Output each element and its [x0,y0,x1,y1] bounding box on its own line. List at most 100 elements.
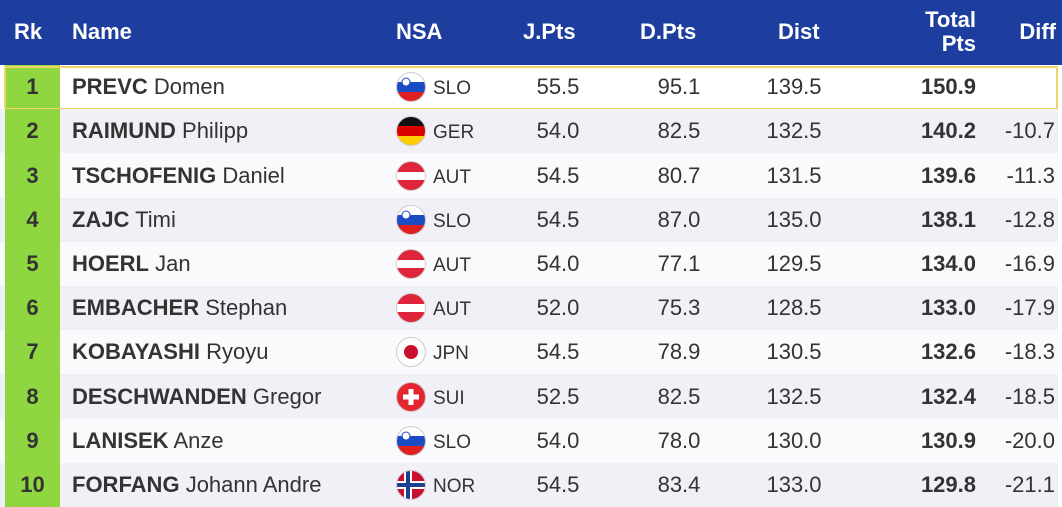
first-name: Domen [153,74,225,100]
jump-points: 54.0 [536,118,580,144]
rank: 2 [26,118,39,144]
flag [396,425,426,456]
athlete-name: EMBACHER Stephan [72,297,287,319]
highlight-border [4,66,1058,111]
distance-points: 78.9 [657,339,701,365]
total-points: 150.9 [920,74,976,100]
header-cell: D.Pts [640,19,697,44]
nsa-code: AUT [433,254,471,276]
total-points: 132.6 [920,339,976,365]
row-bg [0,418,1058,463]
flag-icon [396,160,426,191]
row-bg [0,241,1058,286]
distance: 130.5 [766,339,822,365]
nsa-code: SUI [433,387,465,409]
rank-bg [5,153,60,198]
row-bg [0,197,1058,242]
rank: 1 [26,74,39,100]
flag-icon [396,116,426,147]
flag-icon [396,204,426,235]
total-points: 129.8 [920,471,976,497]
rank-bg [5,462,60,507]
distance-points: 80.7 [657,162,701,188]
last-name: TSCHOFENIG [72,162,217,188]
distance: 131.5 [766,162,822,188]
row-bg [0,65,1058,110]
flag-icon [396,425,426,456]
flag [396,116,426,147]
athlete-name: KOBAYASHI Ryoyu [72,341,268,363]
rank-bg [5,197,60,242]
header-cell: Dist [778,19,820,44]
last-name: DESCHWANDEN [72,383,247,409]
rank-bg [5,109,60,154]
rank: 4 [26,206,39,232]
rank-bg [5,374,60,419]
distance: 132.5 [766,383,822,409]
flag-icon [396,72,426,103]
diff: -21.1 [1004,471,1055,497]
total-points: 138.1 [920,206,976,232]
rank: 7 [26,339,39,365]
diff: -12.8 [1004,206,1055,232]
nsa-code: AUT [433,166,471,188]
rank: 8 [26,383,39,409]
flag [396,248,426,279]
flag-icon [396,337,426,368]
distance: 139.5 [766,74,822,100]
jump-points: 54.5 [536,162,580,188]
first-name: Jan [155,250,191,276]
jump-points: 54.0 [536,427,580,453]
distance-points: 83.4 [657,471,701,497]
first-name: Stephan [205,295,288,321]
distance-points: 82.5 [657,383,701,409]
first-name: Timi [135,206,176,232]
athlete-name: ZAJC Timi [72,206,176,232]
diff: -18.5 [1004,383,1055,409]
nsa-code: GER [433,122,475,144]
row-bg [0,462,1058,507]
rank: 3 [26,162,39,188]
nsa-code: SLO [433,431,472,453]
header-cell: Diff [1019,19,1056,44]
total-points: 132.4 [920,383,976,409]
flag [396,160,426,191]
athlete-name: FORFANG Johann Andre [72,473,321,496]
athlete-name: HOERL Jan [72,250,191,276]
last-name: HOERL [72,250,149,276]
flag-icon [396,381,426,412]
flag-icon [396,469,426,500]
athlete-name: LANISEK Anze [72,427,224,453]
header-cell: Name [72,19,132,44]
last-name: ZAJC [72,206,130,232]
total-points: 130.9 [920,427,976,453]
distance-points: 95.1 [657,74,701,100]
distance-points: 87.0 [657,206,701,232]
header-bar [0,0,1062,65]
diff: -20.0 [1004,427,1055,453]
first-name: Ryoyu [206,339,269,365]
header-cell: Total Pts [925,7,976,56]
distance-points: 82.5 [657,118,701,144]
rank-bg [5,286,60,331]
rank: 9 [26,427,39,453]
header-cell: Rk [14,19,43,44]
distance: 132.5 [766,118,822,144]
athlete-name: PREVC Domen [72,76,225,98]
athlete-name: TSCHOFENIG Daniel [72,162,285,188]
flag-icon [396,248,426,279]
first-name: Philipp [182,118,249,144]
jump-points: 54.0 [536,250,580,276]
jump-points: 54.5 [536,206,580,232]
distance-points: 77.1 [657,250,701,276]
flag [396,469,426,500]
distance: 135.0 [766,206,822,232]
header-cell: J.Pts [523,19,576,44]
distance: 130.0 [766,427,822,453]
row-bg [0,109,1058,154]
total-points: 140.2 [920,118,976,144]
nsa-code: NOR [433,475,476,497]
rank-bg [5,330,60,375]
last-name: LANISEK [72,427,169,453]
flag [396,72,426,103]
